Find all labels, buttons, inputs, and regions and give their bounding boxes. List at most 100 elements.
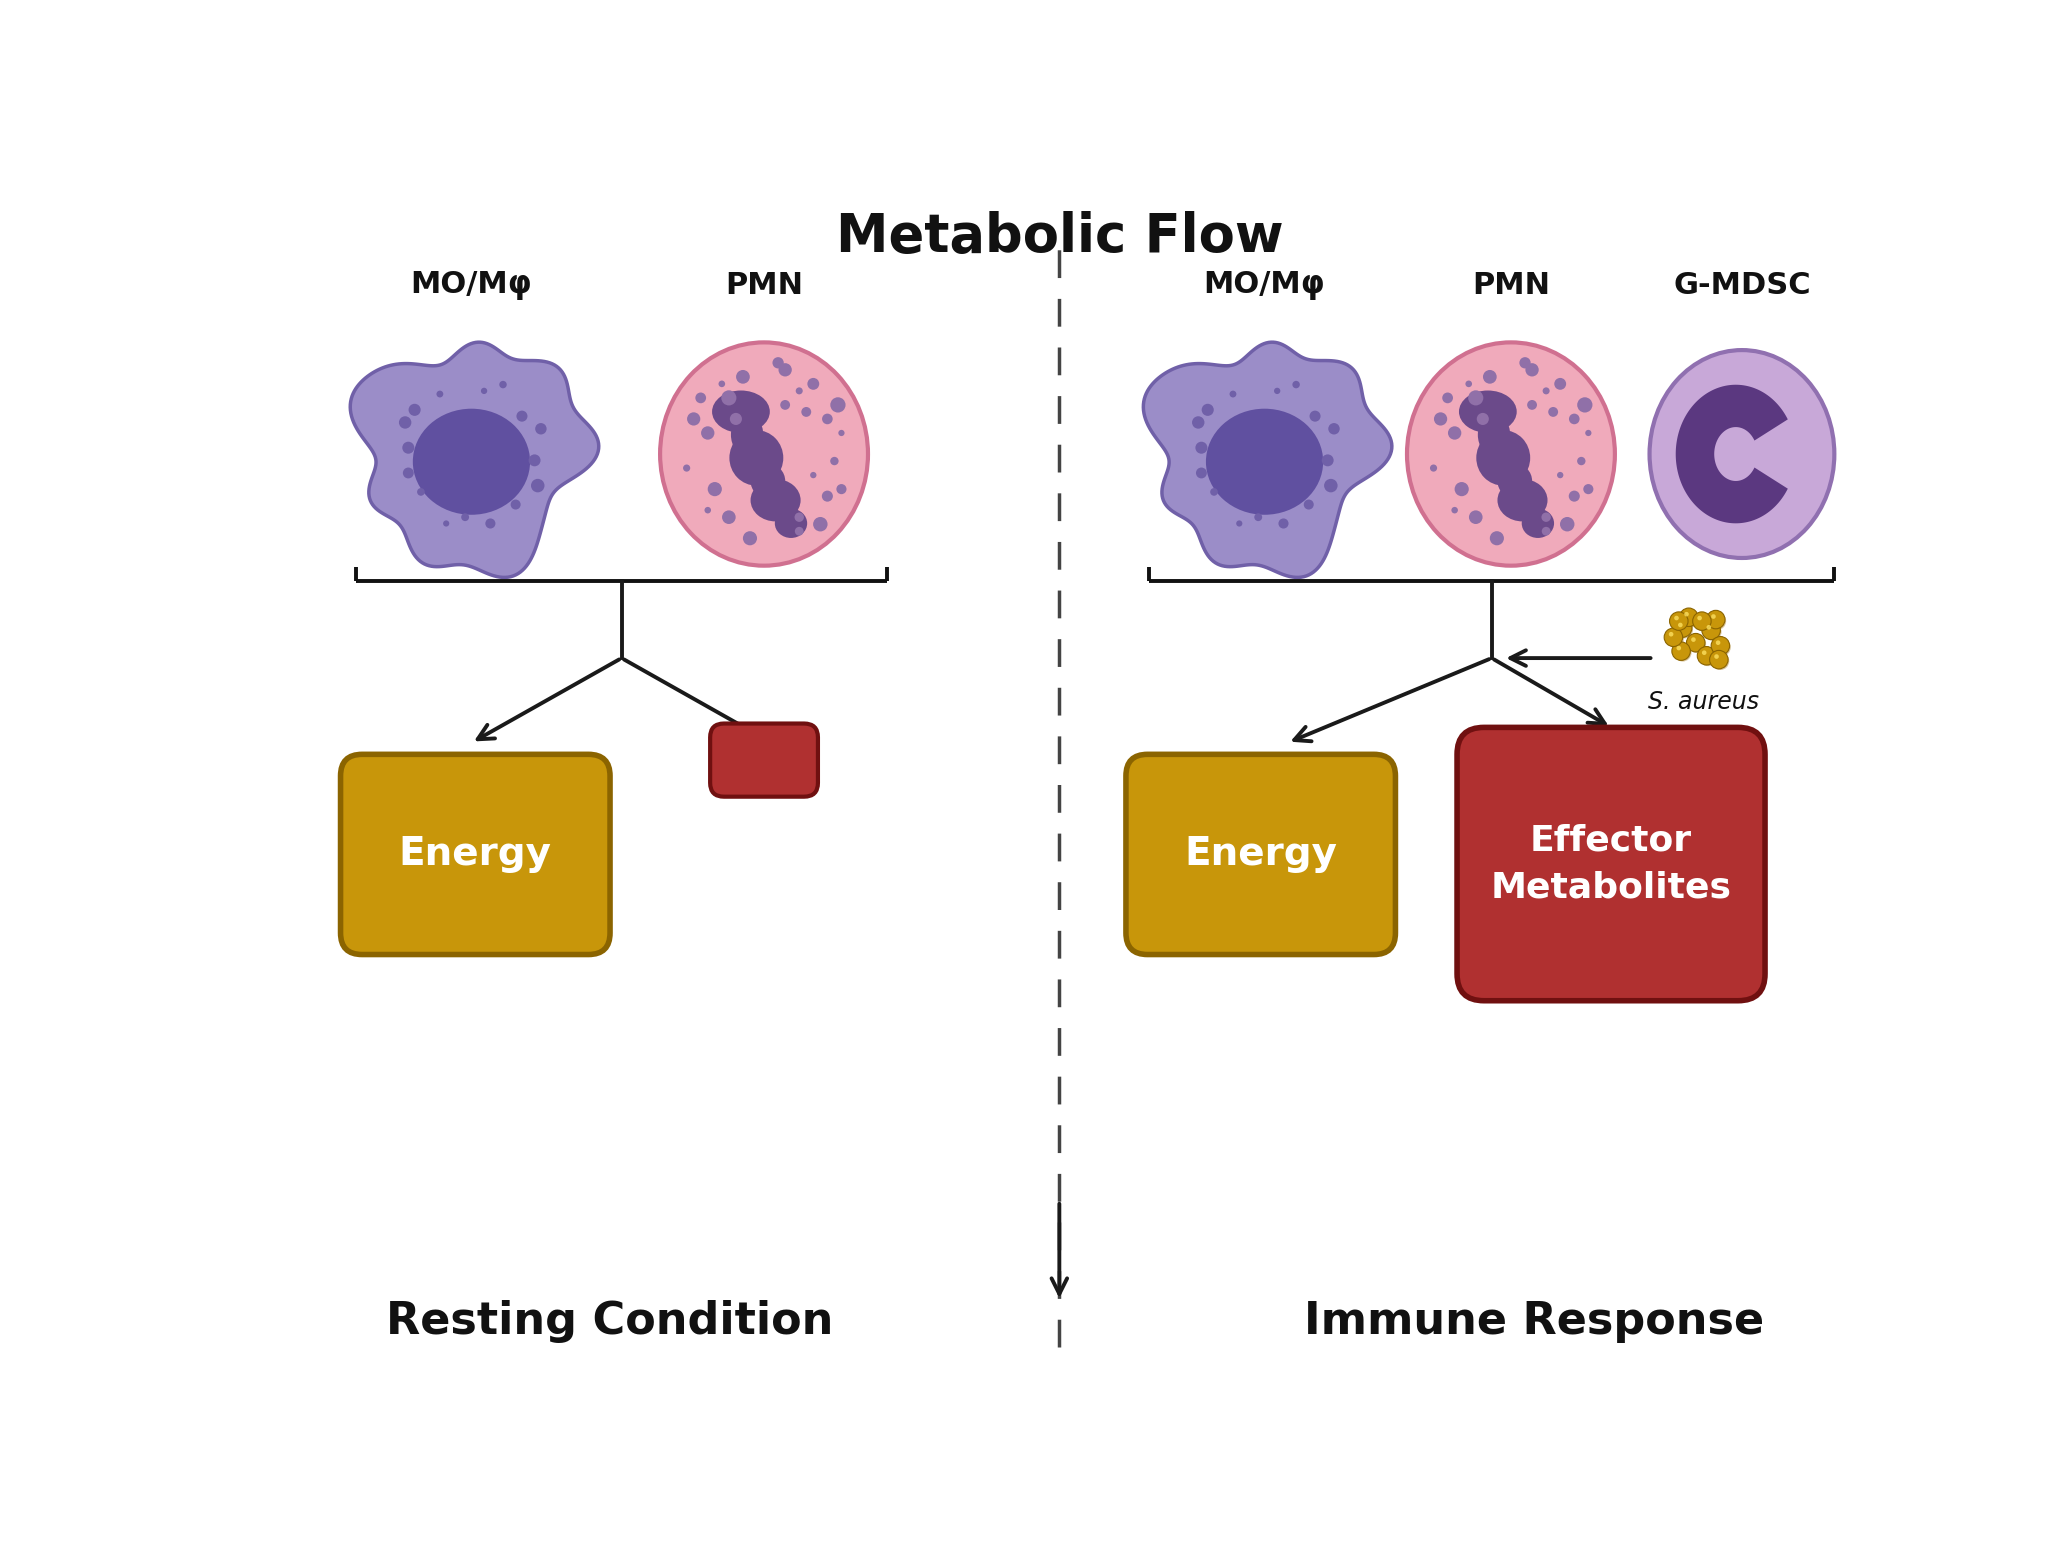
Circle shape [802, 406, 810, 417]
Ellipse shape [1476, 430, 1530, 486]
Circle shape [1714, 654, 1720, 659]
Circle shape [1468, 391, 1484, 405]
Circle shape [1542, 512, 1550, 522]
Text: Energy: Energy [399, 836, 552, 873]
Circle shape [1548, 406, 1559, 417]
Circle shape [1569, 414, 1579, 424]
Text: Metabolic Flow: Metabolic Flow [835, 212, 1284, 263]
Circle shape [808, 378, 819, 389]
Circle shape [1236, 520, 1242, 526]
Text: Effector
Metabolites: Effector Metabolites [1490, 824, 1732, 905]
Circle shape [823, 490, 833, 501]
Circle shape [403, 467, 413, 478]
Circle shape [1676, 646, 1680, 651]
Circle shape [682, 464, 690, 472]
Circle shape [1519, 357, 1532, 369]
Circle shape [409, 403, 422, 416]
Text: Energy: Energy [1184, 836, 1337, 873]
Circle shape [705, 508, 711, 514]
FancyBboxPatch shape [711, 724, 819, 797]
Circle shape [1714, 638, 1730, 655]
Circle shape [1699, 648, 1718, 666]
Ellipse shape [1459, 391, 1517, 433]
Circle shape [1430, 464, 1437, 472]
Circle shape [403, 442, 413, 453]
Circle shape [1674, 615, 1678, 620]
Circle shape [1561, 517, 1575, 531]
Circle shape [1451, 508, 1457, 514]
Circle shape [701, 427, 715, 439]
Circle shape [1310, 411, 1321, 422]
Circle shape [1434, 413, 1447, 425]
Circle shape [1449, 427, 1461, 439]
Circle shape [810, 472, 816, 478]
Circle shape [1668, 632, 1674, 637]
Circle shape [535, 424, 546, 434]
Circle shape [1693, 612, 1711, 631]
Circle shape [1680, 609, 1699, 626]
Circle shape [779, 400, 790, 409]
Polygon shape [1676, 385, 1788, 523]
Circle shape [796, 388, 802, 394]
Circle shape [742, 531, 757, 545]
Ellipse shape [1497, 480, 1548, 522]
Circle shape [1670, 612, 1689, 631]
Circle shape [1470, 511, 1482, 525]
Circle shape [1672, 613, 1689, 632]
Circle shape [1680, 610, 1699, 627]
Circle shape [1583, 484, 1594, 494]
Circle shape [837, 484, 847, 494]
Circle shape [794, 512, 804, 522]
Polygon shape [1143, 343, 1391, 578]
Circle shape [1292, 381, 1300, 388]
Circle shape [442, 520, 449, 526]
Circle shape [1716, 640, 1720, 645]
Circle shape [1193, 416, 1205, 428]
Circle shape [517, 411, 527, 422]
Circle shape [1711, 613, 1716, 618]
Circle shape [1277, 518, 1288, 528]
Ellipse shape [775, 509, 806, 539]
Ellipse shape [1497, 464, 1532, 498]
Text: G-MDSC: G-MDSC [1672, 271, 1811, 301]
Circle shape [1455, 483, 1470, 497]
Circle shape [1678, 623, 1683, 627]
Circle shape [773, 357, 783, 369]
FancyBboxPatch shape [1457, 727, 1765, 1001]
Circle shape [1255, 514, 1263, 522]
Circle shape [1664, 627, 1683, 646]
Circle shape [1556, 472, 1563, 478]
Circle shape [511, 500, 521, 509]
Ellipse shape [1521, 509, 1554, 539]
Ellipse shape [659, 343, 868, 565]
Circle shape [1230, 391, 1236, 397]
Circle shape [1695, 613, 1711, 632]
FancyBboxPatch shape [1127, 754, 1395, 954]
Ellipse shape [1649, 350, 1833, 557]
Circle shape [1707, 610, 1726, 629]
Ellipse shape [1408, 343, 1614, 565]
Text: Resting Condition: Resting Condition [387, 1300, 833, 1344]
Ellipse shape [1205, 408, 1323, 515]
Circle shape [1490, 531, 1505, 545]
Circle shape [823, 414, 833, 424]
Circle shape [1701, 651, 1707, 655]
Circle shape [1687, 634, 1705, 652]
Circle shape [812, 517, 827, 531]
Circle shape [1195, 442, 1207, 453]
Circle shape [486, 518, 496, 528]
Circle shape [482, 388, 488, 394]
Circle shape [1691, 637, 1695, 641]
Circle shape [1569, 490, 1579, 501]
Ellipse shape [750, 464, 785, 498]
Ellipse shape [413, 408, 529, 515]
Circle shape [1711, 637, 1730, 655]
Circle shape [1707, 624, 1711, 629]
Circle shape [1542, 388, 1550, 394]
Circle shape [1697, 615, 1701, 620]
Circle shape [1325, 480, 1337, 492]
Circle shape [418, 487, 426, 495]
Circle shape [779, 363, 792, 377]
Circle shape [730, 413, 742, 425]
Circle shape [1209, 487, 1217, 495]
